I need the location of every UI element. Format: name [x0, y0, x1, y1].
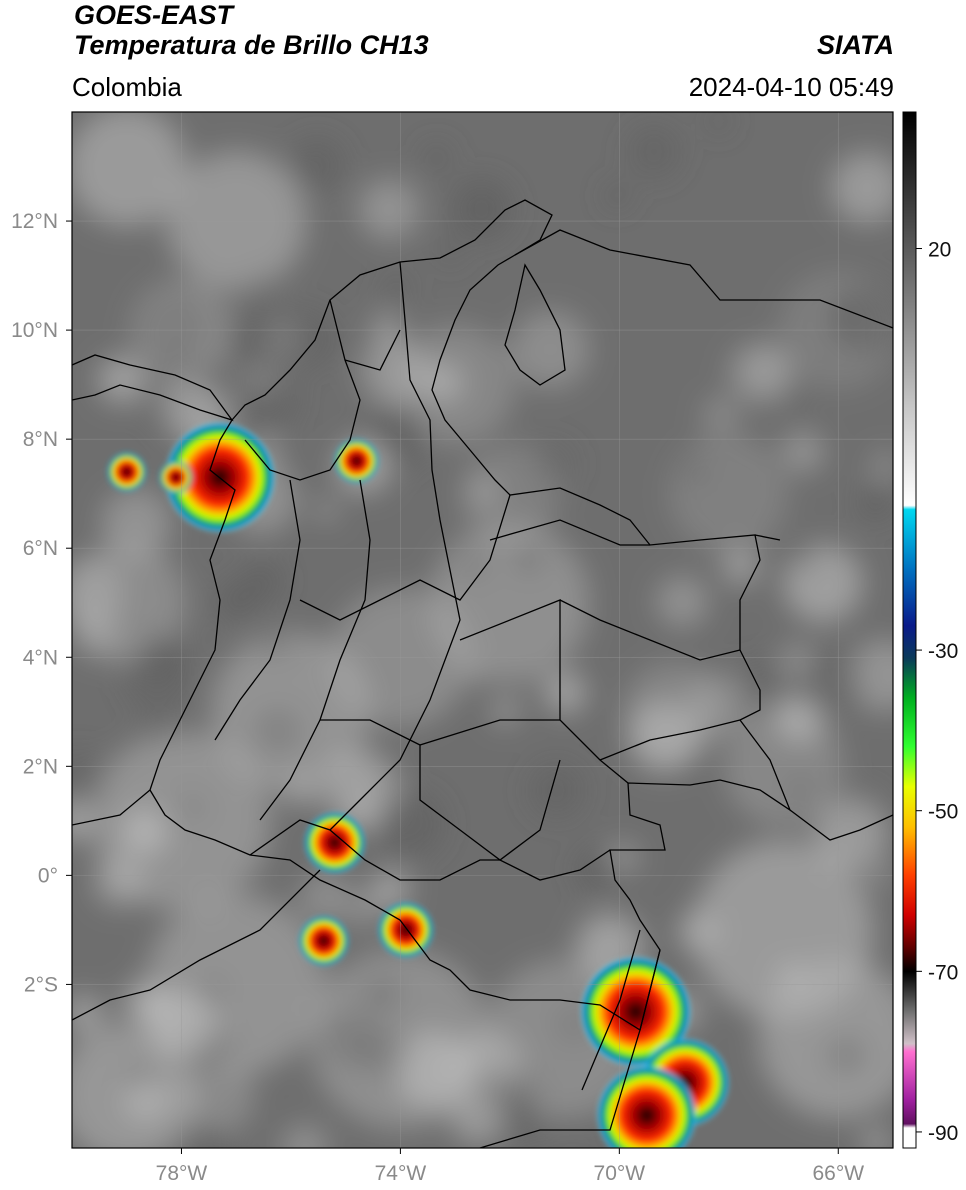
colorbar-strip [902, 111, 917, 1149]
dept-2 [244, 299, 361, 481]
lat-label: 6°N [23, 537, 58, 560]
brand-label: SIATA [817, 30, 894, 60]
river-putumayo [479, 949, 661, 1148]
dept-3 [399, 261, 441, 521]
longitude-labels: 78°W 74°W 70°W 66°W [156, 1148, 864, 1185]
lat-label: 4°N [23, 646, 58, 669]
lon-label: 74°W [375, 1162, 427, 1185]
storm-cell-magdalena-medio [334, 439, 379, 483]
colorbar-tick-label: -70 [928, 961, 958, 984]
lon-label: 70°W [594, 1162, 646, 1185]
lon-label: 78°W [156, 1162, 208, 1185]
colorbar-tick-label: -50 [928, 801, 958, 824]
political-borders [72, 199, 893, 1148]
venezuela-border [514, 229, 893, 329]
lat-label: 2°N [23, 755, 58, 778]
dept-13 [249, 819, 611, 881]
dept-14 [344, 329, 401, 371]
orinoco [754, 534, 781, 541]
graticule [72, 112, 893, 1148]
colorbar-tick-label: -30 [928, 640, 958, 663]
dept-9 [489, 519, 650, 546]
cloud-field [72, 112, 893, 1148]
lon-label: 66°W [812, 1162, 864, 1185]
coast-south [72, 869, 321, 1021]
dept-6 [329, 519, 461, 831]
brazil-border [789, 809, 893, 841]
dept-5 [259, 479, 371, 821]
lat-label: 0° [38, 864, 58, 887]
storm-layer [107, 422, 729, 1148]
storm-cell-putumayo-west [299, 916, 349, 966]
dept-10 [559, 599, 741, 661]
colorbar-ticks: 20 -30 -50 -70 -90 [916, 239, 958, 1145]
storm-cell-choco-west [159, 460, 193, 494]
title-line-2: Temperatura de Brillo CH13 [74, 30, 429, 60]
storm-cell-caqueta [304, 812, 365, 873]
lat-label: 12°N [11, 210, 58, 233]
map-frame [71, 111, 894, 1149]
title-line-1: GOES-EAST [74, 0, 234, 30]
lat-label: 8°N [23, 428, 58, 451]
dept-1 [299, 494, 511, 621]
lat-label: 2°S [24, 973, 58, 996]
panama-coast [72, 354, 234, 422]
storm-cell-panama [107, 452, 146, 492]
lat-label: 10°N [11, 319, 58, 342]
peru-border [581, 929, 641, 1091]
dept-4 [214, 479, 301, 741]
lake-maracaibo [504, 263, 566, 386]
region-label: Colombia [72, 72, 182, 102]
ecuador-border [72, 789, 151, 826]
latitude-labels: 12°N 10°N 8°N 6°N 4°N 2°N 0° 2°S [11, 210, 72, 996]
dept-11 [599, 719, 741, 761]
dept-12 [320, 719, 421, 746]
timestamp-label: 2024-04-10 05:49 [688, 72, 894, 102]
colorbar-tick-label: -90 [928, 1122, 958, 1145]
colorbar-tick-label: 20 [928, 239, 951, 262]
colombia-outline [149, 199, 792, 1032]
dept-8 [419, 719, 561, 861]
storm-cell-amazonas-south [597, 1066, 696, 1148]
